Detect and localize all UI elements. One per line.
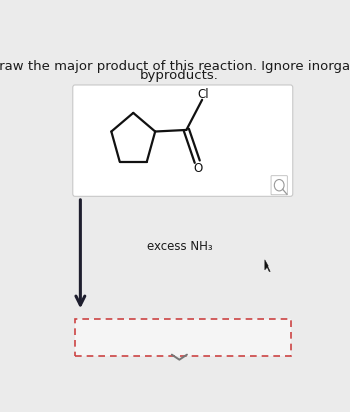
Polygon shape — [265, 260, 270, 272]
Text: O: O — [194, 162, 203, 175]
Text: excess NH₃: excess NH₃ — [147, 240, 212, 253]
FancyBboxPatch shape — [75, 319, 290, 356]
FancyBboxPatch shape — [73, 85, 293, 197]
Text: Cl: Cl — [198, 88, 209, 101]
Text: byproducts.: byproducts. — [140, 69, 219, 82]
Text: Draw the major product of this reaction. Ignore inorganic: Draw the major product of this reaction.… — [0, 61, 350, 73]
